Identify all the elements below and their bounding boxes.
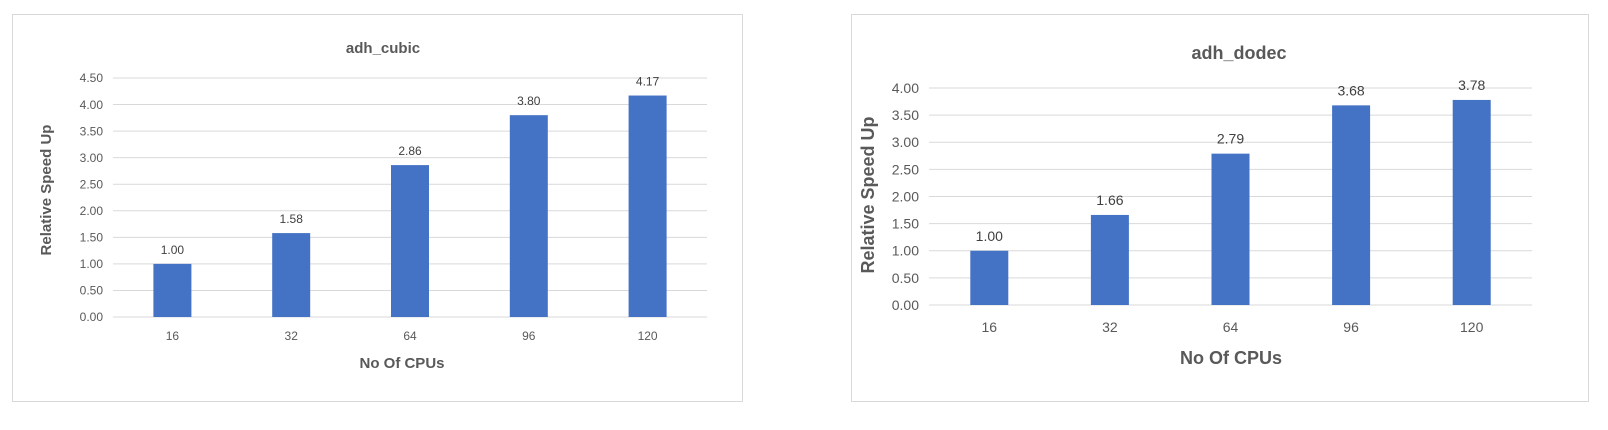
y-tick-label: 3.00: [892, 134, 919, 150]
data-label: 3.78: [1458, 77, 1485, 93]
x-tick-label: 120: [1460, 319, 1484, 335]
bar: [1332, 105, 1371, 305]
y-tick-label: 4.00: [80, 98, 104, 112]
y-tick-label: 2.00: [892, 188, 919, 204]
y-tick-label: 0.00: [892, 297, 919, 313]
chart-adh-cubic: adh_cubic Relative Speed Up No Of CPUs 0…: [12, 14, 743, 402]
x-tick-label: 120: [638, 329, 658, 343]
chart-adh-cubic-svg: adh_cubic Relative Speed Up No Of CPUs 0…: [38, 40, 707, 372]
plot-area: 0.00 0.50 1.00 1.50 2.00 2.50 3.00 3.50 4.00 4.50…: [80, 71, 707, 343]
bar: [970, 250, 1009, 305]
y-tick-label: 3.50: [80, 124, 104, 138]
chart-adh-dodec-svg: adh_dodec Relative Speed Up No Of CPUs 0…: [858, 43, 1532, 368]
x-tick-label: 64: [403, 329, 417, 343]
chart-title: adh_cubic: [346, 40, 420, 57]
bar: [1090, 214, 1129, 305]
bar: [1452, 99, 1491, 305]
data-label: 2.86: [398, 144, 422, 158]
y-tick-label: 4.50: [80, 71, 104, 85]
y-tick-label: 4.00: [892, 80, 919, 96]
y-tick-label: 2.50: [892, 161, 919, 177]
y-axis-label: Relative Speed Up: [858, 116, 878, 273]
x-tick-label: 16: [982, 319, 998, 335]
y-tick-label: 1.50: [80, 231, 104, 245]
y-tick-label: 1.00: [892, 243, 919, 259]
y-tick-label: 0.00: [80, 310, 104, 324]
data-label: 1.58: [280, 212, 304, 226]
x-axis-label: No Of CPUs: [359, 355, 444, 372]
bar: [628, 95, 667, 317]
y-tick-label: 0.50: [80, 284, 104, 298]
y-tick-label: 0.50: [892, 270, 919, 286]
x-tick-label: 16: [166, 329, 180, 343]
bar: [509, 115, 548, 317]
data-label: 3.80: [517, 94, 541, 108]
bar: [391, 165, 429, 317]
x-tick-label: 32: [1102, 319, 1118, 335]
y-tick-label: 2.50: [80, 177, 104, 191]
x-tick-label: 96: [522, 329, 536, 343]
x-tick-label: 32: [285, 329, 299, 343]
chart-adh-dodec: adh_dodec Relative Speed Up No Of CPUs 0…: [851, 14, 1589, 402]
x-tick-label: 96: [1343, 319, 1359, 335]
y-tick-label: 1.50: [892, 216, 919, 232]
chart-title: adh_dodec: [1191, 43, 1286, 63]
x-axis-label: No Of CPUs: [1180, 348, 1282, 368]
data-label: 1.00: [161, 243, 185, 257]
bar: [1211, 153, 1250, 305]
y-tick-label: 1.00: [80, 257, 104, 271]
data-label: 2.79: [1217, 131, 1244, 147]
data-label: 1.00: [976, 228, 1003, 244]
y-tick-label: 2.00: [80, 204, 104, 218]
data-label: 1.66: [1096, 192, 1123, 208]
plot-area: 0.00 0.50 1.00 1.50 2.00 2.50 3.00 3.50 4.00 1.00…: [892, 77, 1532, 335]
bar: [272, 233, 311, 317]
data-label: 4.17: [636, 75, 660, 89]
y-tick-label: 3.50: [892, 107, 919, 123]
y-axis-label: Relative Speed Up: [38, 125, 55, 256]
y-tick-label: 3.00: [80, 151, 104, 165]
x-tick-label: 64: [1223, 319, 1239, 335]
bar: [153, 263, 192, 317]
data-label: 3.68: [1337, 82, 1364, 98]
